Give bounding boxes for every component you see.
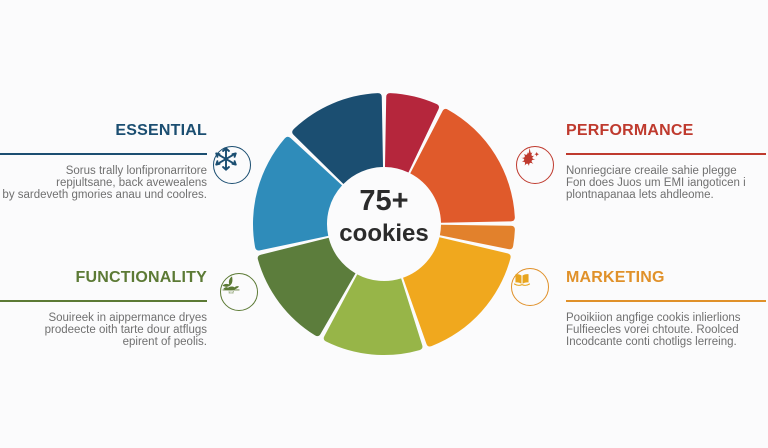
svg-text:leaf: leaf — [229, 291, 234, 295]
